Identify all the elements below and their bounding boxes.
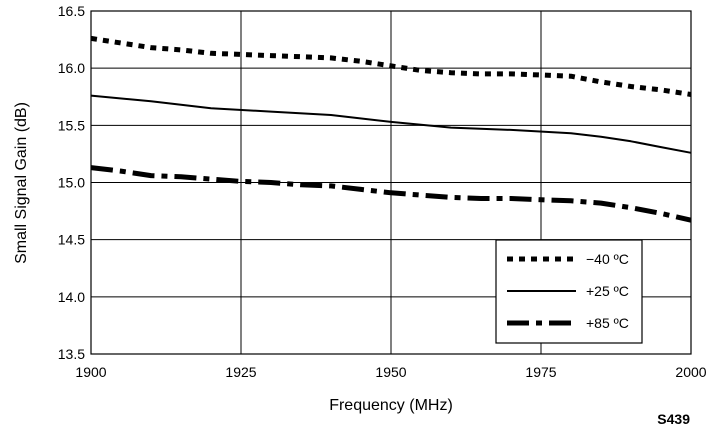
legend-label-0: −40 ºC [586,251,629,267]
x-tick-label: 2000 [675,364,706,380]
y-tick-label: 15.5 [58,117,85,133]
legend-label-1: +25 ºC [586,283,629,299]
figure-code: S439 [657,411,690,427]
x-tick-label: 1975 [525,364,556,380]
series-line-1 [90,94,692,154]
series-layer [90,35,692,223]
x-tick-label: 1950 [375,364,406,380]
x-tick-label: 1925 [225,364,256,380]
y-tick-label: 15.0 [58,175,85,191]
x-axis-title: Frequency (MHz) [329,397,453,414]
series-line-2 [90,165,692,223]
y-axis-title: Small Signal Gain (dB) [13,102,30,264]
y-tick-label: 14.0 [58,289,85,305]
y-tick-label: 16.0 [58,60,85,76]
y-tick-label: 13.5 [58,346,85,362]
y-tick-label: 16.5 [58,3,85,19]
legend-label-2: +85 ºC [586,315,629,331]
legend: −40 ºC +25 ºC +85 ºC [495,239,643,344]
x-tick-label: 1900 [75,364,106,380]
plot-frame [90,10,692,355]
y-tick-label: 14.5 [58,232,85,248]
series-line-0 [90,35,692,97]
tick-labels: 1900 1925 1950 1975 2000 13.5 14.0 14.5 15.0 15.5… [58,3,706,380]
